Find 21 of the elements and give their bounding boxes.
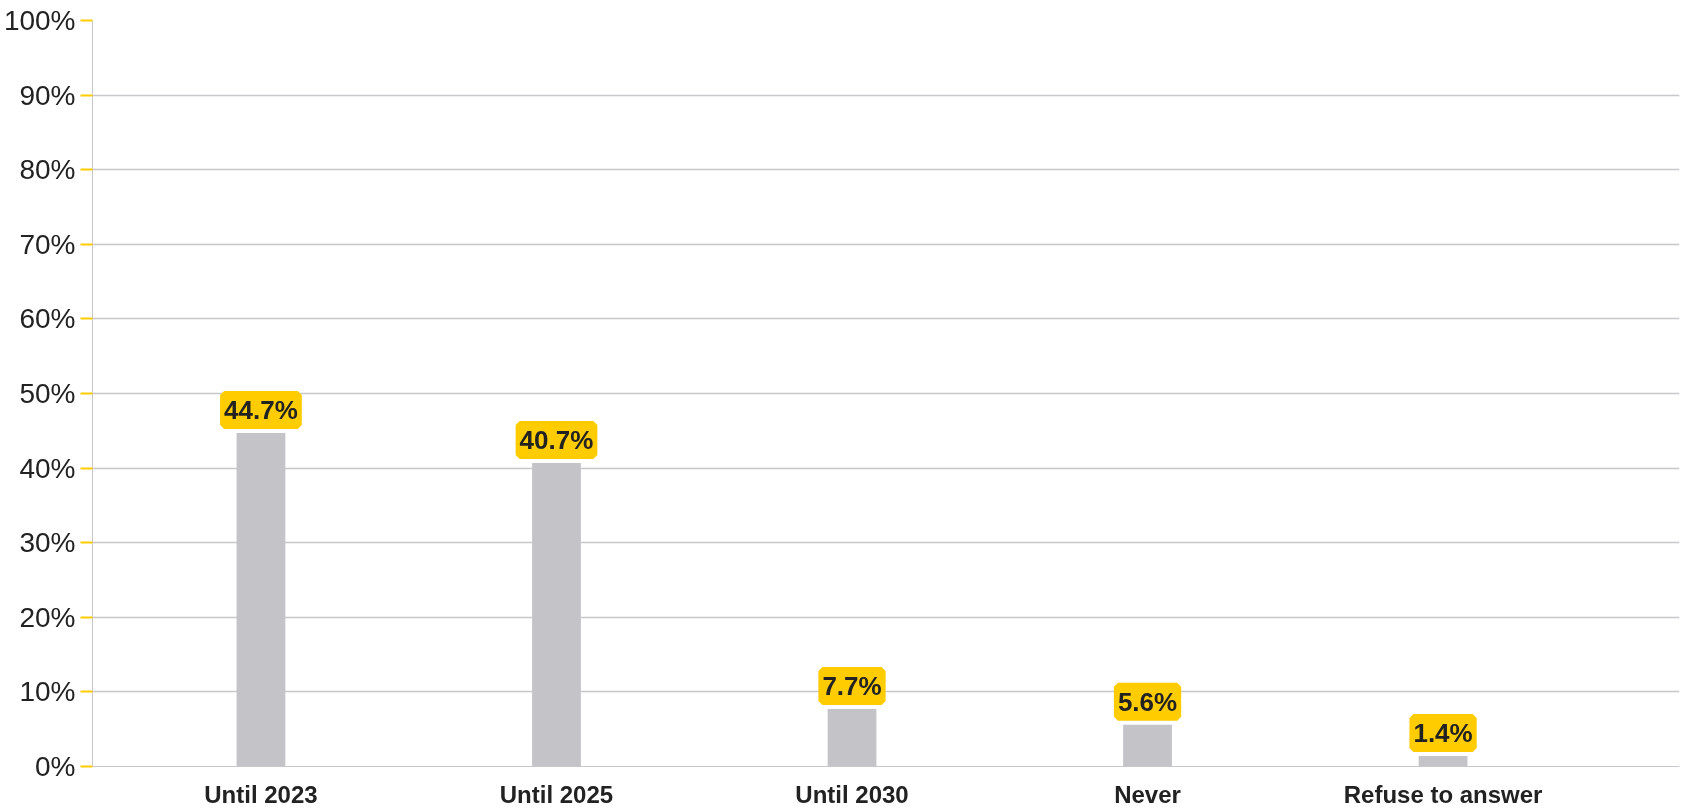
y-tick-label: 10% — [19, 676, 76, 708]
data-label: 5.6% — [1117, 686, 1178, 717]
x-tick-label: Until 2030 — [795, 780, 909, 808]
data-label: 44.7% — [224, 395, 298, 426]
y-tick-label: 80% — [19, 154, 76, 186]
y-tick-label: 70% — [19, 228, 76, 260]
x-tick-label: Never — [1114, 780, 1181, 808]
y-tick-label: 60% — [19, 303, 76, 335]
data-label: 1.4% — [1413, 718, 1473, 749]
x-tick-label: Until 2023 — [204, 780, 318, 808]
x-tick-label: Refuse to answer — [1343, 780, 1543, 808]
y-tick-label: 40% — [19, 452, 76, 484]
y-tick-label: 0% — [35, 751, 76, 782]
y-tick-label: 20% — [19, 601, 76, 633]
data-label: 40.7% — [519, 424, 594, 455]
y-tick-label: 30% — [19, 527, 76, 559]
y-tick-label: 50% — [19, 378, 76, 409]
data-label: 7.7% — [822, 671, 882, 702]
y-tick-label: 90% — [19, 79, 76, 111]
y-tick-label: 100% — [3, 5, 76, 36]
x-tick-label: Until 2025 — [499, 780, 614, 808]
